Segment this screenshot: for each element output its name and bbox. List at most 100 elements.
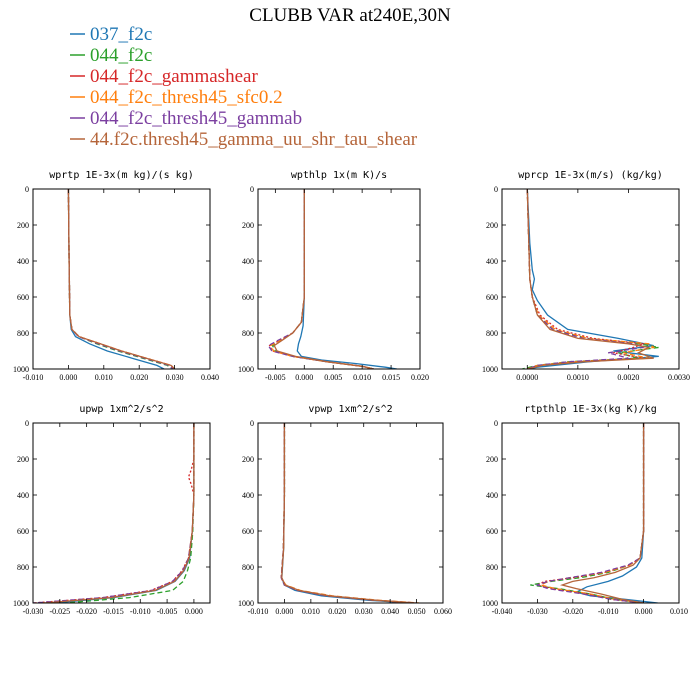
y-tick-label: 600 [242, 527, 254, 536]
panel-title: upwp 1xm^2/s^2 [79, 404, 163, 415]
y-tick-label: 200 [486, 221, 498, 230]
panel-1: wprtp 1E-3x(m kg)/(s kg) 0 200 400 600 800 100… [13, 170, 219, 382]
y-tick-label: 1000 [482, 365, 498, 374]
y-tick-label: 200 [242, 455, 254, 464]
y-tick-label: 600 [486, 527, 498, 536]
x-tick-label: -0.015 [103, 607, 124, 616]
x-tick-label: -0.040 [492, 607, 513, 616]
panel-title: rtpthlp 1E-3x(kg K)/kg [524, 404, 656, 415]
legend-entry: 044_f2c [90, 45, 152, 66]
y-tick-label: 0 [25, 185, 29, 194]
y-tick-label: 800 [242, 329, 254, 338]
figure-title: CLUBB VAR at240E,30N [249, 5, 451, 26]
x-tick-label: 0.005 [324, 373, 342, 382]
x-tick-label: -0.025 [49, 607, 70, 616]
series-line [280, 423, 417, 603]
series-line [43, 423, 195, 603]
x-tick-label: 0.040 [201, 373, 219, 382]
series-line [54, 423, 195, 603]
y-tick-label: 400 [17, 257, 29, 266]
y-tick-label: 800 [486, 563, 498, 572]
series-line [526, 189, 644, 369]
y-tick-label: 400 [242, 257, 254, 266]
plot-frame [501, 422, 680, 604]
series-group [522, 189, 659, 369]
x-tick-label: 0.060 [434, 607, 452, 616]
plot-frame [32, 188, 211, 370]
series-line [281, 423, 417, 603]
x-tick-label: 0.000 [275, 607, 293, 616]
series-group [267, 189, 397, 369]
series-line [271, 189, 374, 369]
y-tick-label: 600 [17, 527, 29, 536]
x-tick-label: 0.0010 [567, 373, 589, 382]
series-line [559, 423, 645, 603]
x-tick-label: -0.010 [23, 373, 44, 382]
x-tick-label: 0.0020 [617, 373, 639, 382]
x-tick-label: 0.020 [328, 607, 346, 616]
legend: 037_f2c044_f2c044_f2c_gammashear044_f2c_… [70, 24, 418, 150]
y-tick-label: 800 [242, 563, 254, 572]
series-line [530, 423, 645, 603]
series-group [280, 423, 420, 603]
x-tick-label: 0.000 [59, 373, 77, 382]
legend-entry: 037_f2c [90, 24, 152, 45]
x-tick-label: 0.040 [381, 607, 399, 616]
y-tick-label: 600 [17, 293, 29, 302]
legend-entry: 044_f2c_gammashear [90, 66, 258, 87]
y-tick-label: 1000 [13, 365, 29, 374]
x-tick-label: 0.000 [295, 373, 313, 382]
plot-frame [257, 188, 421, 370]
series-line [67, 189, 176, 369]
x-tick-label: 0.010 [95, 373, 113, 382]
series-line [67, 189, 174, 369]
y-tick-label: 200 [242, 221, 254, 230]
y-tick-label: 0 [250, 185, 254, 194]
x-tick-label: -0.020 [562, 607, 583, 616]
y-tick-label: 0 [25, 419, 29, 428]
x-tick-label: 0.010 [353, 373, 371, 382]
series-line [280, 423, 420, 603]
series-line [38, 423, 195, 603]
panel-title: vpwp 1xm^2/s^2 [308, 404, 392, 415]
x-tick-label: 0.010 [302, 607, 320, 616]
series-line [67, 189, 172, 369]
x-tick-label: 0.030 [355, 607, 373, 616]
x-tick-label: 0.0030 [668, 373, 690, 382]
x-tick-label: -0.030 [527, 607, 548, 616]
series-line [526, 189, 659, 369]
y-tick-label: 1000 [238, 365, 254, 374]
panel-5: vpwp 1xm^2/s^2 0 200 400 600 800 1000-0.010 0.0… [238, 404, 452, 616]
y-tick-label: 600 [486, 293, 498, 302]
y-tick-label: 1000 [13, 599, 29, 608]
y-tick-label: 0 [494, 419, 498, 428]
series-line [280, 423, 414, 603]
y-tick-label: 600 [242, 293, 254, 302]
series-line [67, 189, 165, 369]
x-tick-label: -0.005 [157, 607, 178, 616]
panel-title: wpthlp 1x(m K)/s [291, 170, 387, 181]
x-tick-label: -0.005 [265, 373, 286, 382]
x-tick-label: 0.0000 [516, 373, 538, 382]
series-line [526, 189, 654, 369]
panel-4: upwp 1xm^2/s^2 0 200 400 600 800 1000-0.030 -0.… [13, 404, 211, 616]
x-tick-label: 0.015 [382, 373, 400, 382]
series-line [67, 189, 176, 369]
series-line [33, 423, 195, 603]
x-tick-label: 0.000 [635, 607, 653, 616]
panels: wprtp 1E-3x(m kg)/(s kg) 0 200 400 600 800 100… [13, 170, 690, 616]
series-group [67, 189, 176, 369]
series-group [530, 423, 658, 603]
y-tick-label: 200 [17, 455, 29, 464]
series-line [267, 189, 374, 369]
y-tick-label: 1000 [238, 599, 254, 608]
y-tick-label: 800 [17, 563, 29, 572]
plot-frame [501, 188, 680, 370]
series-line [65, 423, 195, 603]
x-tick-label: 0.010 [670, 607, 688, 616]
y-tick-label: 0 [494, 185, 498, 194]
y-tick-label: 400 [486, 257, 498, 266]
series-line [268, 189, 374, 369]
x-tick-label: 0.020 [411, 373, 429, 382]
